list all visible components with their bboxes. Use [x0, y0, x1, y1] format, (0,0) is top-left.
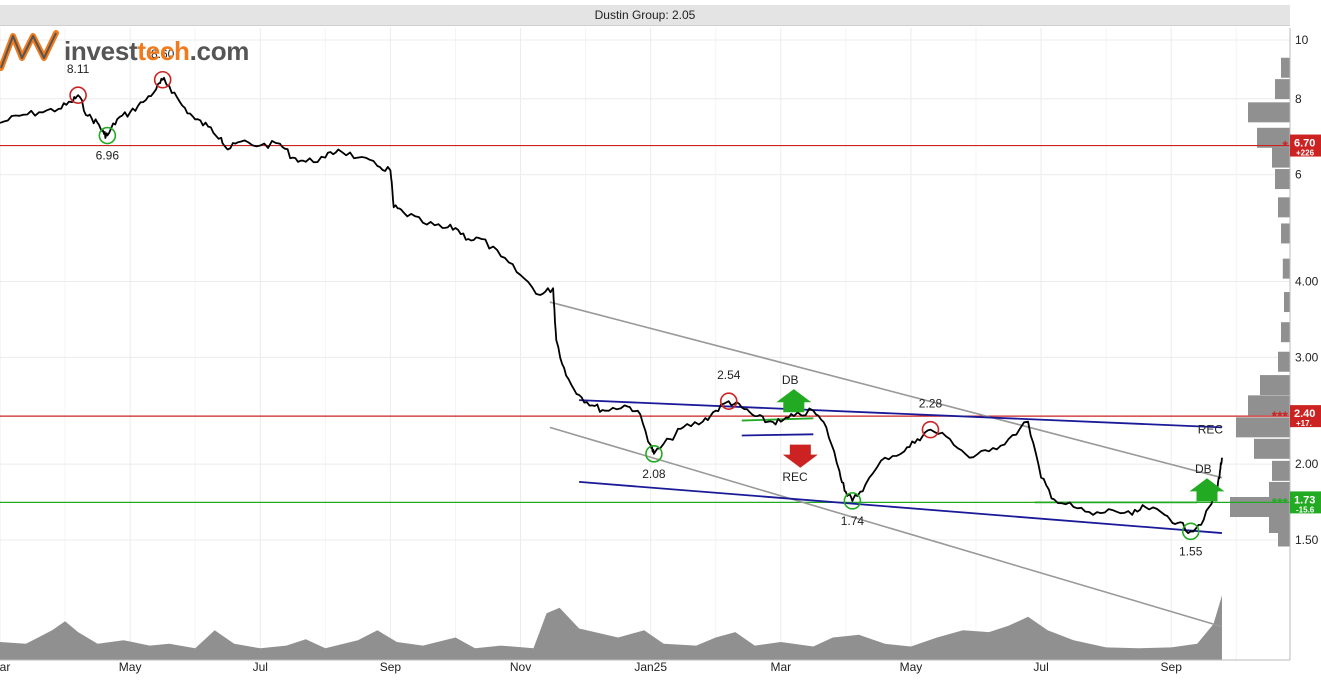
pivot-circle — [98, 126, 117, 145]
y-tick-label: 8 — [1295, 92, 1302, 106]
volume-profile-bar — [1236, 417, 1290, 438]
level-badge — [1290, 134, 1321, 157]
volume-profile-bar — [1281, 322, 1290, 343]
signal-label: REC — [782, 470, 808, 484]
volume-profile-bar — [1272, 147, 1290, 168]
trend-line — [741, 433, 814, 437]
pivot-label: 1.55 — [1179, 544, 1203, 558]
trend-line — [549, 426, 1223, 628]
pivot-circle — [153, 70, 172, 89]
pivot-label: 2.28 — [919, 397, 943, 411]
pivot-circle — [921, 420, 940, 439]
volume-profile-bar — [1275, 169, 1290, 190]
buy-arrow — [1189, 478, 1225, 502]
y-tick-label: 1.50 — [1295, 533, 1319, 547]
x-tick-label: Jan25 — [634, 660, 667, 674]
line-annotation-label: REC — [1198, 423, 1224, 437]
x-tick-label: Sep — [1161, 660, 1183, 674]
x-tick-label: Mar — [0, 660, 10, 674]
volume-profile-bar — [1254, 438, 1290, 459]
volume-profile-bar — [1281, 57, 1290, 78]
level-badge — [1290, 405, 1321, 428]
signal-label: DB — [782, 373, 799, 387]
volume-area — [0, 595, 1222, 660]
pivot-label: 8.11 — [67, 62, 90, 76]
volume-profile-bar — [1260, 375, 1290, 396]
trend-line — [549, 301, 1223, 479]
logo-wordmark: investtech.com — [64, 36, 249, 67]
sell-arrow — [782, 444, 818, 468]
level-value: 1.73 — [1294, 494, 1315, 506]
volume-profile-bar — [1269, 481, 1290, 502]
signal-label: DB — [1195, 462, 1212, 476]
chart-title: Dustin Group: 2.05 — [0, 5, 1290, 26]
volume-profile-bar — [1272, 460, 1290, 481]
volume-profile-bar — [1281, 223, 1290, 244]
volume-profile — [1230, 57, 1290, 547]
pivot-label: 2.08 — [642, 467, 666, 481]
level-change: -15.6 — [1296, 505, 1315, 514]
volume-area-path — [0, 595, 1222, 660]
level-value: 6.70 — [1294, 138, 1315, 150]
volume-profile-bar — [1248, 102, 1290, 123]
volume-profile-bar — [1282, 258, 1290, 279]
y-tick-label: 4.00 — [1295, 274, 1319, 288]
level-stars: *** — [1272, 494, 1289, 510]
pivot-label: 1.74 — [841, 514, 865, 528]
volume-profile-bar — [1284, 292, 1290, 313]
x-tick-label: May — [119, 660, 142, 674]
pivot-circle — [69, 86, 87, 105]
horizontal-levels — [0, 144, 1290, 504]
trend-line — [579, 480, 1223, 534]
logo-prefix: invest — [64, 35, 138, 66]
x-tick-label: Mar — [770, 660, 791, 674]
x-tick-label: Nov — [510, 660, 531, 674]
pivot-label: 8.60 — [151, 47, 175, 61]
volume-profile-bar — [1278, 526, 1290, 547]
level-badge — [1290, 491, 1321, 514]
pivot-circle — [843, 492, 862, 510]
pivot-circle — [1181, 522, 1200, 541]
x-tick-label: Jul — [1033, 660, 1048, 674]
volume-profile-bar — [1278, 197, 1290, 218]
x-tick-label: May — [900, 660, 923, 674]
trend-line — [579, 399, 1222, 429]
x-tick-label: Jul — [253, 660, 268, 674]
pivot-markers: 8.11 6.96 8.60 2.08 2.54 1.74 2.28 1.55 — [67, 47, 1203, 559]
pivot-circle — [719, 392, 738, 410]
chart-grid — [0, 28, 1290, 660]
logo-suffix: .com — [189, 35, 250, 66]
logo-mark-icon — [0, 30, 59, 71]
x-tick-label: Sep — [380, 660, 402, 674]
logo-accent: tech — [137, 35, 190, 66]
investtech-logo: investtech.com — [0, 28, 249, 74]
volume-profile-bar — [1248, 395, 1290, 416]
level-value: 2.40 — [1294, 408, 1315, 420]
pivot-label: 2.54 — [717, 368, 741, 382]
y-tick-label: 6 — [1295, 168, 1302, 182]
level-stars: *** — [1272, 408, 1289, 424]
level-stars: * — [1283, 138, 1289, 154]
pivot-label: 6.96 — [96, 149, 120, 163]
level-change: +226 — [1296, 149, 1315, 158]
buy-arrow — [776, 389, 812, 413]
pivot-circle — [645, 445, 663, 463]
signal-arrows: DB REC DB REC — [776, 373, 1225, 502]
level-badges: * 6.70+226 *** 2.40+17. *** 1.73-15.6 — [1272, 134, 1321, 514]
volume-profile-bar — [1275, 79, 1290, 100]
volume-profile-bar — [1257, 127, 1290, 148]
axes: 10 8 6 4.00 3.00 2.00 1.50 Mar May Jul Sep Nov Jan25… — [0, 28, 1319, 674]
volume-profile-bar — [1278, 351, 1290, 372]
level-change: +17. — [1296, 419, 1312, 428]
y-tick-label: 3.00 — [1295, 350, 1319, 364]
y-tick-label: 2.00 — [1295, 457, 1319, 471]
y-tick-label: 10 — [1295, 33, 1309, 47]
